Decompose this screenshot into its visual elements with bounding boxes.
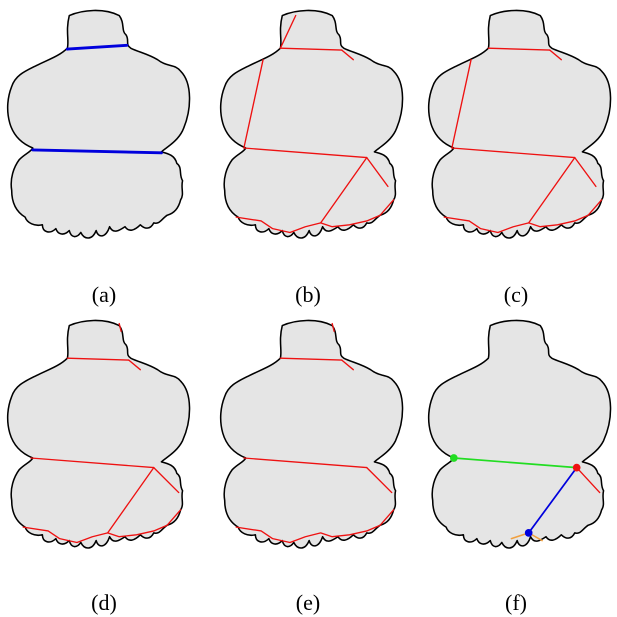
panel-d [6,319,191,549]
panel-caption-f: (f) [505,590,527,615]
cut-line-c-1 [487,47,551,51]
panel-caption-d: (d) [91,590,117,615]
vertex-marker-f-1 [449,454,458,462]
shape-outline-e [219,319,404,549]
shape-outline-c [427,9,612,239]
cut-line-e-2 [341,359,354,371]
shape-outline-f [427,319,612,549]
cut-line-a-1 [65,43,129,51]
cut-line-c-4 [451,147,576,159]
cut-line-c-5 [528,156,576,224]
cut-line-b-4 [243,59,264,149]
cut-line-b-3 [341,49,354,61]
cut-line-e-6 [235,509,395,544]
panel-a [6,9,191,239]
shape-outline-d [6,319,191,549]
panel-e [219,319,404,549]
panel-caption-b: (b) [295,282,321,307]
cut-line-a-2 [31,148,163,155]
cut-line-e-5 [366,466,393,494]
shape-outline-b [219,9,404,239]
cut-line-c-7 [443,199,603,234]
panel-caption-e: (e) [295,590,321,615]
panel-f [427,319,612,549]
cut-line-b-8 [235,199,395,234]
cut-line-d-1 [66,357,130,361]
cut-line-b-1 [279,14,297,49]
cut-line-d-7 [22,509,182,544]
cut-line-e-4 [243,457,368,469]
vertex-marker-f-3 [524,529,533,537]
cut-line-f-1 [452,457,578,469]
cut-line-f-2 [527,466,578,534]
cut-line-c-6 [574,156,597,188]
cut-line-d-3 [118,322,122,332]
panel-b [219,9,404,239]
cut-line-d-2 [128,359,141,371]
vertex-marker-f-2 [572,463,581,472]
cut-line-e-3 [331,322,335,332]
shape-outline-a [6,9,191,239]
cut-line-d-5 [107,466,155,534]
cut-line-b-5 [243,147,368,159]
cut-line-c-2 [549,49,562,61]
cut-line-b-7 [366,156,389,188]
cut-line-d-4 [30,457,155,469]
cut-line-b-2 [279,47,343,51]
cut-line-c-3 [451,59,472,149]
cut-line-f-3 [576,466,601,494]
cut-line-d-6 [153,466,180,494]
panel-caption-a: (a) [91,282,117,307]
cut-line-b-6 [320,156,368,224]
panel-c [427,9,612,239]
panel-caption-c: (c) [503,282,529,307]
cut-line-e-1 [279,357,343,361]
